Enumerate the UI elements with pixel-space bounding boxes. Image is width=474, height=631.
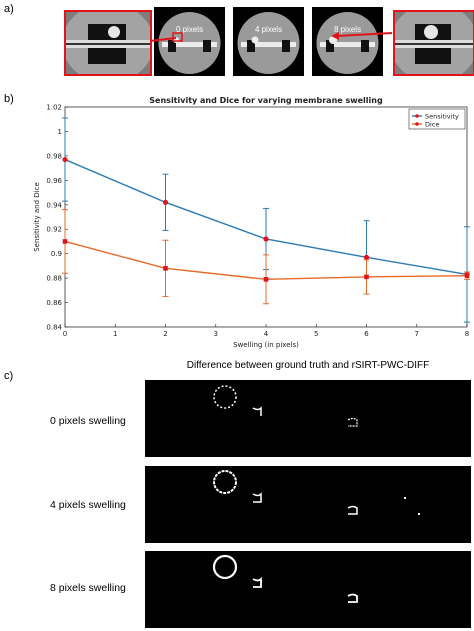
data-point <box>364 274 369 280</box>
connector-arrows <box>149 32 393 42</box>
y-tick-label: 0.94 <box>46 201 62 209</box>
connector-line-right <box>336 32 393 37</box>
data-point <box>363 254 370 260</box>
y-tick-label: 0.92 <box>46 226 62 234</box>
thumbnail-8px: 8 pixels <box>312 7 383 76</box>
x-tick-label: 3 <box>214 330 218 338</box>
data-point <box>163 266 168 271</box>
y-tick-label: 0.98 <box>46 152 62 160</box>
x-tick-label: 2 <box>163 330 167 338</box>
y-tick-label: 0.88 <box>46 275 62 283</box>
diff-row-label: 0 pixels swelling <box>50 415 126 427</box>
y-tick-label: 0.96 <box>46 177 62 185</box>
thumbnail-0px: 0 pixels <box>154 7 225 76</box>
difference-image-0px <box>145 380 471 457</box>
difference-image-8px <box>145 551 471 628</box>
legend-box <box>408 108 466 130</box>
x-tick-label: 0 <box>63 330 67 338</box>
highlight-box-left <box>172 32 183 42</box>
y-tick-label: 0.9 <box>51 250 62 258</box>
connector-line-left <box>149 37 177 42</box>
diff-row-label: 4 pixels swelling <box>50 499 126 511</box>
chart-title: Sensitivity and Dice for varying membran… <box>149 96 383 105</box>
x-tick-label: 7 <box>415 330 419 338</box>
x-axis-label: Swelling (in pixels) <box>233 341 299 349</box>
zoom-inset-right <box>393 10 474 76</box>
y-tick-label: 0.86 <box>46 299 62 307</box>
panel-label-b: b) <box>4 93 14 105</box>
y-tick-label: 1.02 <box>46 104 62 112</box>
legend-label: Dice <box>425 121 439 129</box>
panel-label-c: c) <box>4 370 14 382</box>
diff-row-label: 8 pixels swelling <box>50 582 126 594</box>
x-tick-label: 1 <box>113 330 117 338</box>
y-tick-label: 0.84 <box>46 324 62 332</box>
y-tick-label: 1 <box>58 128 62 136</box>
legend-marker <box>415 114 419 118</box>
line-chart: Sensitivity and Dice for varying membran… <box>33 96 470 349</box>
panel-label-a: a) <box>4 3 14 15</box>
difference-image-4px <box>145 466 471 543</box>
zoom-inset-left <box>64 10 152 76</box>
thumbnail-label: 4 pixels <box>254 25 283 34</box>
data-point <box>62 239 68 244</box>
x-tick-label: 4 <box>264 330 269 338</box>
difference-title: Difference between ground truth and rSIR… <box>186 360 430 371</box>
data-point <box>263 236 269 242</box>
x-tick-label: 8 <box>465 330 469 338</box>
zoom-inset-right-image <box>395 12 473 74</box>
thumbnail-4px: 4 pixels <box>233 7 304 76</box>
zoom-inset-left-image <box>66 12 150 74</box>
legend-label: Sensitivity <box>425 113 459 121</box>
thumbnail-label: 0 pixels <box>175 25 204 34</box>
arrowhead-icon <box>331 32 339 40</box>
data-point <box>162 199 169 205</box>
legend-marker <box>415 122 419 126</box>
y-axis-label: Sensitivity and Dice <box>33 182 41 252</box>
data-point <box>263 277 269 282</box>
x-tick-label: 6 <box>364 330 369 338</box>
x-tick-label: 5 <box>314 330 318 338</box>
data-point <box>464 273 470 278</box>
thumbnail-label: 8 pixels <box>333 25 362 34</box>
data-point <box>62 156 68 163</box>
